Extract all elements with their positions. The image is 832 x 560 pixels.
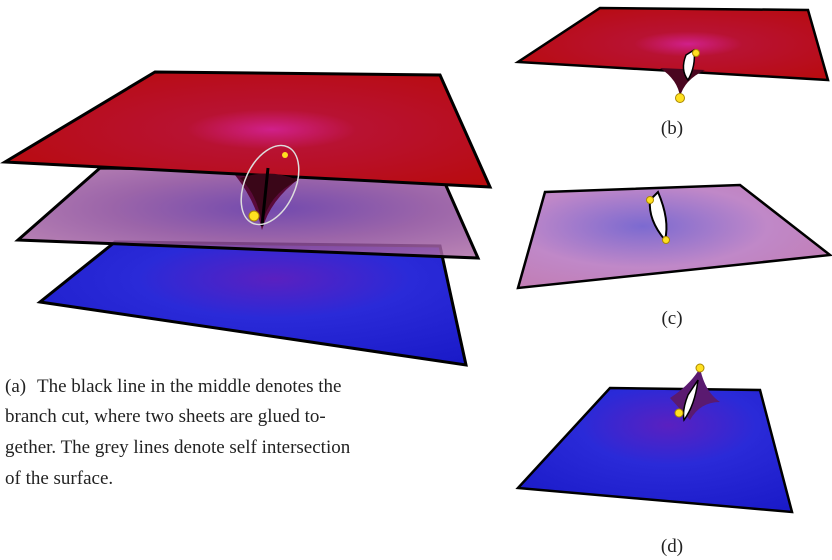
figure: (a) The black line in the middle denotes… <box>0 0 832 560</box>
caption-label: (a) <box>5 376 26 397</box>
panel-label: (d) <box>661 536 683 557</box>
panel-b-surface <box>518 8 828 103</box>
caption-line: The black line in the middle denotes the <box>37 376 341 397</box>
panel-label: (b) <box>661 118 683 139</box>
caption-line: branch cut, where two sheets are glued t… <box>5 406 326 427</box>
panel-label: (c) <box>661 308 682 329</box>
caption-line: of the surface. <box>5 468 113 489</box>
caption-line: gether. The grey lines denote self inter… <box>5 437 351 458</box>
panel-c-surface <box>518 185 830 288</box>
panel-a-surface <box>5 72 490 365</box>
panel-d-surface <box>518 364 792 512</box>
